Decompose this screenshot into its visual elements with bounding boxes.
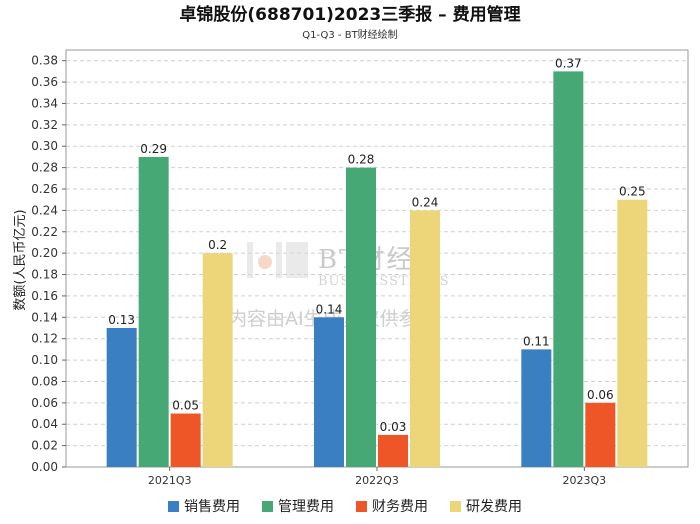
y-tick-label: 0.04 [31, 417, 58, 431]
bar [314, 317, 344, 467]
bar [521, 349, 552, 467]
bars [106, 71, 648, 467]
bar [553, 71, 584, 467]
y-tick-label: 0.12 [31, 332, 58, 346]
data-label: 0.03 [380, 420, 407, 434]
y-tick-label: 0.08 [31, 374, 58, 388]
y-tick-label: 0.18 [31, 268, 58, 282]
data-label: 0.13 [108, 313, 135, 327]
data-label: 0.06 [587, 388, 614, 402]
data-label: 0.11 [523, 334, 550, 348]
data-label: 0.25 [619, 185, 646, 199]
y-tick-label: 0.24 [31, 203, 58, 217]
data-label: 0.24 [412, 195, 439, 209]
bar [170, 413, 201, 467]
y-tick-label: 0.36 [31, 75, 58, 89]
bar [106, 328, 137, 467]
y-tick-label: 0.20 [31, 246, 58, 260]
legend-swatch [262, 501, 273, 512]
y-tick-label: 0.38 [31, 54, 58, 68]
bar [617, 199, 648, 467]
grid [66, 60, 688, 447]
bar [585, 402, 616, 467]
data-label: 0.05 [172, 399, 199, 413]
legend-swatch [356, 501, 367, 512]
y-tick-label: 0.06 [31, 396, 58, 410]
axes: 0.00 0.02 0.04 0.06 0.08 0.10 0.12 0.14 0.16 0.18… [31, 49, 689, 487]
legend: 销售费用 管理费用 财务费用 研发费用 [168, 499, 522, 515]
y-tick-label: 0.00 [31, 460, 58, 474]
y-tick-label: 0.02 [31, 439, 58, 453]
legend-swatch [168, 501, 179, 512]
legend-label: 管理费用 [278, 499, 334, 515]
y-tick-label: 0.14 [31, 310, 58, 324]
y-axis-label: 数额(人民币亿元) [13, 209, 28, 310]
data-label: 0.29 [140, 142, 167, 156]
y-tick-label: 0.34 [31, 96, 58, 110]
y-tick-label: 0.30 [31, 139, 58, 153]
x-tick-label: 2021Q3 [148, 474, 192, 487]
y-tick-label: 0.28 [31, 161, 58, 175]
bar [378, 434, 408, 467]
y-tick-label: 0.26 [31, 182, 58, 196]
legend-swatch [450, 501, 461, 512]
data-label: 0.2 [208, 238, 227, 252]
bar [138, 156, 169, 467]
y-tick-label: 0.10 [31, 353, 58, 367]
legend-label: 研发费用 [466, 499, 522, 515]
chart-title: 卓锦股份(688701)2023三季报 – 费用管理 [179, 4, 520, 25]
data-labels: 0.13 0.29 0.05 0.2 0.14 0.28 0.03 0.24 0.11 0.37 0… [108, 56, 645, 434]
x-tick-label: 2022Q3 [355, 474, 399, 487]
x-tick-label: 2023Q3 [563, 474, 607, 487]
y-tick-label: 0.32 [31, 118, 58, 132]
y-tick-label: 0.16 [31, 289, 58, 303]
bar [346, 167, 376, 467]
data-label: 0.14 [316, 302, 343, 316]
chart-subtitle: Q1-Q3 - BT财经绘制 [302, 28, 397, 41]
bar [202, 253, 233, 467]
legend-label: 财务费用 [372, 499, 428, 515]
data-label: 0.28 [348, 153, 375, 167]
bt-logo-icon [247, 242, 308, 278]
bar [410, 210, 440, 467]
data-label: 0.37 [555, 56, 582, 70]
legend-label: 销售费用 [184, 499, 240, 515]
y-tick-label: 0.22 [31, 225, 58, 239]
